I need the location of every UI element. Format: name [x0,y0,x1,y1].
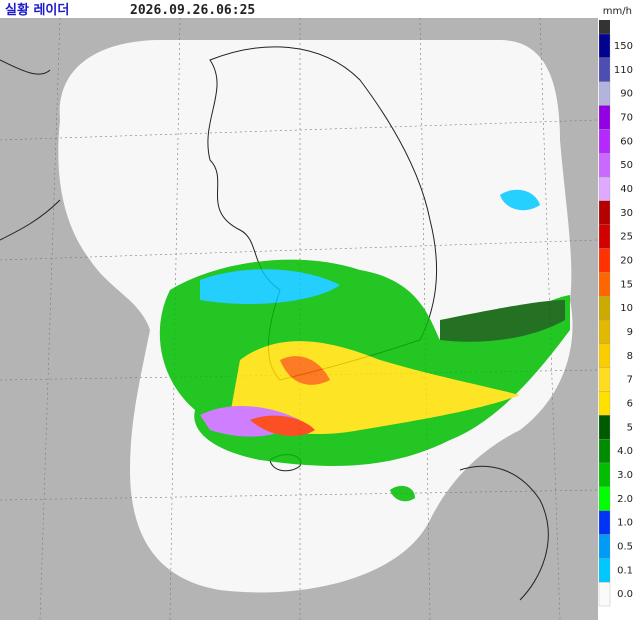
legend-label: 9 [627,327,633,338]
legend-swatch [598,343,611,368]
legend-label: 3.0 [617,470,633,481]
legend-label: 40 [620,184,633,195]
legend-swatch [598,272,611,297]
legend-swatch [598,129,611,154]
legend-label: 60 [620,136,633,147]
legend-label: 50 [620,160,633,171]
legend-label: 15 [620,279,633,290]
legend-swatch [598,176,611,201]
legend: 150 110 90 70 60 50 40 30 25 20 15 10 9 8 7 6 5 4.0 3.0 2.0… [598,20,633,607]
legend-swatch [598,462,611,487]
legend-swatch [598,558,611,583]
legend-label: 6 [627,398,633,409]
legend-swatch [598,415,611,440]
map [0,17,599,620]
legend-swatch [598,582,611,607]
legend-swatch [598,510,611,535]
legend-swatch [598,153,611,178]
legend-label: 4.0 [617,446,633,457]
legend-swatch [598,33,611,58]
legend-label: 5 [627,422,633,433]
unit: mm/h [603,6,632,17]
legend-swatch [598,81,611,106]
rain-echo [159,189,570,502]
legend-label: 70 [620,112,633,123]
legend-label: 0.1 [617,565,633,576]
legend-label: 0.0 [617,589,633,600]
legend-top-swatch [599,20,610,34]
legend-label: 7 [627,375,633,386]
legend-label: 90 [620,89,633,100]
legend-swatch [598,486,611,511]
legend-label: 150 [614,41,633,52]
header-bg [0,0,635,18]
legend-label: 0.5 [617,541,633,552]
legend-swatch [598,200,611,225]
legend-label: 8 [627,351,633,362]
legend-swatch [598,105,611,130]
legend-swatch [598,248,611,273]
legend-swatch [598,296,611,321]
legend-label: 25 [620,232,633,243]
legend-label: 20 [620,255,633,266]
legend-swatch [598,57,611,82]
legend-label: 30 [620,208,633,219]
legend-swatch [598,391,611,416]
legend-swatch [598,534,611,559]
legend-swatch [598,367,611,392]
legend-swatch [598,224,611,249]
legend-label: 110 [614,65,633,76]
legend-label: 2.0 [617,494,633,505]
legend-label: 10 [620,303,633,314]
legend-swatch [598,439,611,464]
legend-label: 1.0 [617,518,633,529]
legend-swatch [598,319,611,344]
timestamp: 2026.09.26.06:25 [130,3,255,18]
title: 실황 레이더 [5,2,69,18]
